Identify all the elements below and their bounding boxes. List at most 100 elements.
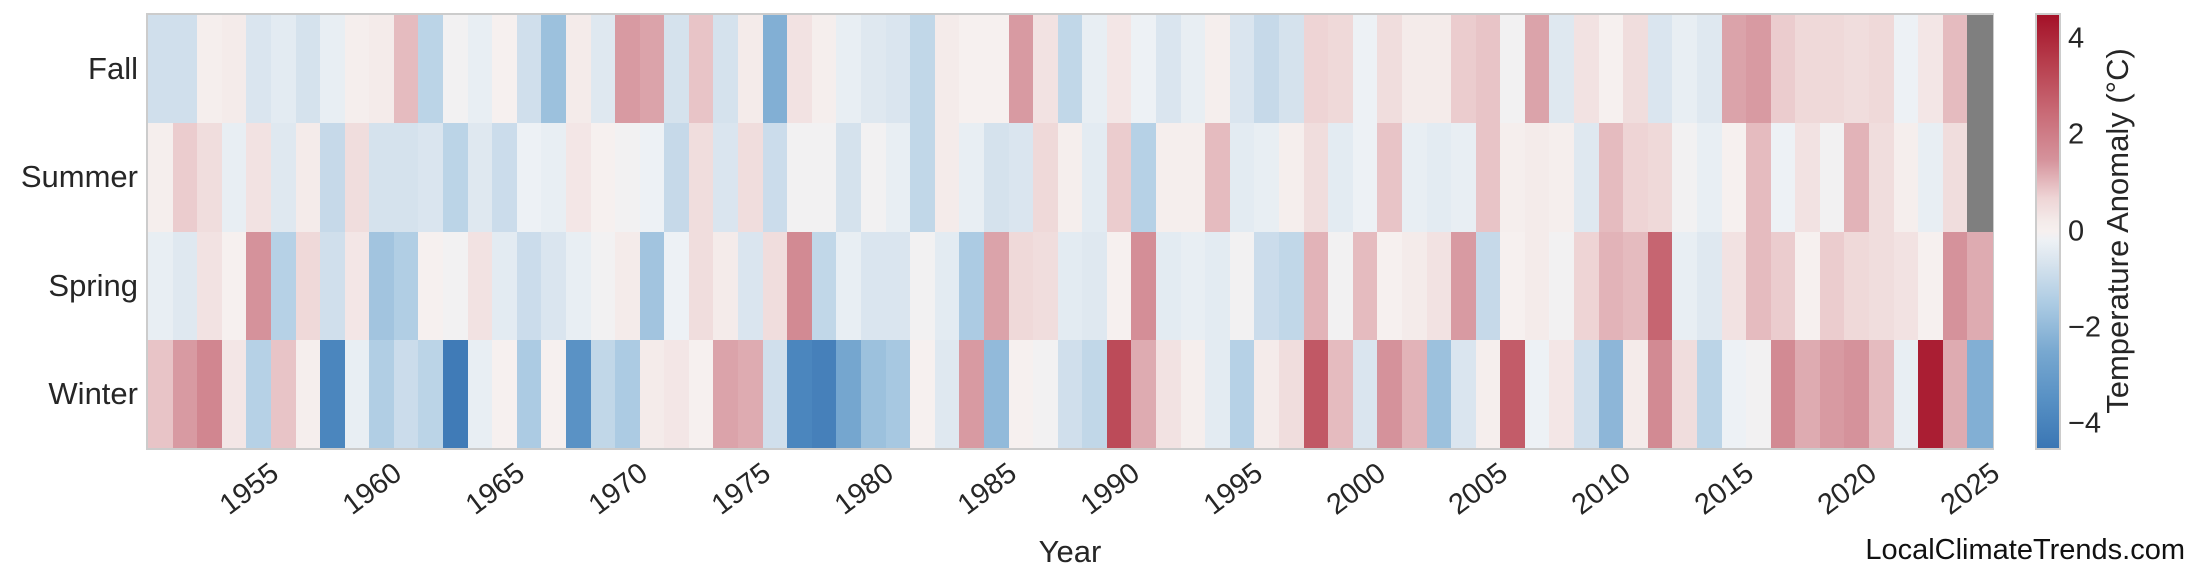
heatmap-cell: [934, 123, 960, 232]
heatmap-cell: [762, 339, 788, 449]
heatmap-cell: [1918, 123, 1944, 232]
heatmap-cell: [1475, 15, 1501, 124]
heatmap-cell: [443, 231, 469, 340]
heatmap-cell: [1598, 231, 1624, 340]
heatmap-cell: [418, 231, 444, 340]
heatmap-cell: [1008, 339, 1034, 449]
heatmap-cell: [615, 15, 641, 124]
heatmap-cell: [393, 15, 419, 124]
heatmap-cell: [1057, 123, 1083, 232]
heatmap-cell: [1549, 15, 1575, 124]
heatmap-cell: [983, 123, 1010, 232]
heatmap-cell: [443, 123, 469, 232]
heatmap-cell: [246, 231, 272, 340]
season-label: Summer: [20, 159, 138, 195]
heatmap-cell: [934, 231, 960, 340]
heatmap-cell: [1721, 15, 1747, 124]
colorbar-tick-label: 2: [2068, 118, 2085, 151]
heatmap-cell: [1623, 123, 1649, 232]
heatmap-cell: [959, 15, 985, 124]
heatmap-cell: [910, 339, 936, 449]
heatmap-cell: [664, 15, 690, 124]
heatmap-cell: [1033, 231, 1059, 340]
heatmap-cell: [1033, 339, 1059, 449]
heatmap-cell: [1254, 123, 1280, 232]
heatmap-cell: [246, 123, 272, 232]
heatmap-cell: [369, 231, 395, 340]
heatmap-cell: [1328, 339, 1354, 449]
heatmap-cell: [295, 339, 321, 449]
heatmap-cell: [1401, 231, 1428, 340]
heatmap-cell: [1647, 231, 1673, 340]
heatmap-cell: [1746, 231, 1772, 340]
heatmap-cell: [295, 123, 321, 232]
watermark-text: LocalClimateTrends.com: [1865, 534, 2185, 566]
heatmap-cell: [320, 339, 346, 449]
heatmap-cell: [983, 15, 1010, 124]
heatmap-cell: [1229, 231, 1255, 340]
heatmap-cell: [1942, 15, 1968, 124]
heatmap-cell: [197, 123, 223, 232]
heatmap-cell: [221, 15, 247, 124]
heatmap-cell: [1795, 339, 1821, 449]
heatmap-cell: [148, 231, 174, 340]
year-tick-label: 1990: [1074, 457, 1146, 522]
heatmap-cell: [1942, 231, 1968, 340]
heatmap-cell: [418, 123, 444, 232]
heatmap-cell: [344, 123, 370, 232]
heatmap-cell: [246, 339, 272, 449]
year-tick-label: 1975: [705, 457, 777, 522]
heatmap-cell: [1180, 15, 1206, 124]
heatmap-cell: [959, 123, 985, 232]
year-tick-label: 1960: [337, 457, 408, 522]
heatmap-cell: [197, 15, 223, 124]
heatmap-cell: [1328, 231, 1354, 340]
heatmap-plot-area: [146, 13, 1994, 450]
heatmap-cell: [295, 231, 321, 340]
heatmap-cell: [1451, 15, 1477, 124]
heatmap-cell: [1057, 231, 1083, 340]
heatmap-cell: [1721, 123, 1747, 232]
heatmap-cell: [1180, 339, 1206, 449]
year-tick-label: 1965: [459, 457, 531, 522]
heatmap-cell: [1672, 123, 1698, 232]
heatmap-cell: [172, 123, 198, 232]
heatmap-cell: [1869, 123, 1895, 232]
heatmap-cell: [221, 339, 247, 449]
heatmap-cell: [1819, 123, 1846, 232]
heatmap-cell: [418, 339, 444, 449]
heatmap-cell: [1303, 231, 1329, 340]
heatmap-cell: [1328, 15, 1354, 124]
heatmap-cell: [320, 231, 346, 340]
heatmap-cell: [1278, 339, 1305, 449]
heatmap-cell: [246, 15, 272, 124]
year-tick-label: 1955: [214, 457, 285, 522]
heatmap-cell: [148, 339, 174, 449]
heatmap-cell: [344, 15, 370, 124]
heatmap-cell: [1770, 15, 1796, 124]
heatmap-cell: [1574, 123, 1600, 232]
heatmap-cell: [1401, 15, 1428, 124]
heatmap-cell: [1696, 123, 1723, 232]
heatmap-cell: [1770, 231, 1796, 340]
heatmap-cell: [1672, 15, 1698, 124]
heatmap-cell: [713, 339, 739, 449]
heatmap-cell: [1647, 15, 1673, 124]
heatmap-cell: [221, 231, 247, 340]
year-tick-label: 2000: [1320, 457, 1392, 522]
heatmap-cell: [516, 231, 542, 340]
heatmap-cell: [1131, 339, 1157, 449]
heatmap-cell: [492, 231, 518, 340]
heatmap-cell: [1672, 339, 1698, 449]
heatmap-cell: [1623, 15, 1649, 124]
heatmap-cell: [1524, 231, 1550, 340]
heatmap-cell: [172, 339, 198, 449]
heatmap-cell: [1254, 339, 1280, 449]
heatmap-cell: [664, 339, 690, 449]
heatmap-cell: [885, 123, 911, 232]
heatmap-cell: [1377, 15, 1403, 124]
heatmap-cell: [861, 123, 887, 232]
heatmap-cell: [688, 123, 715, 232]
heatmap-cell: [885, 231, 911, 340]
heatmap-cell: [664, 123, 690, 232]
